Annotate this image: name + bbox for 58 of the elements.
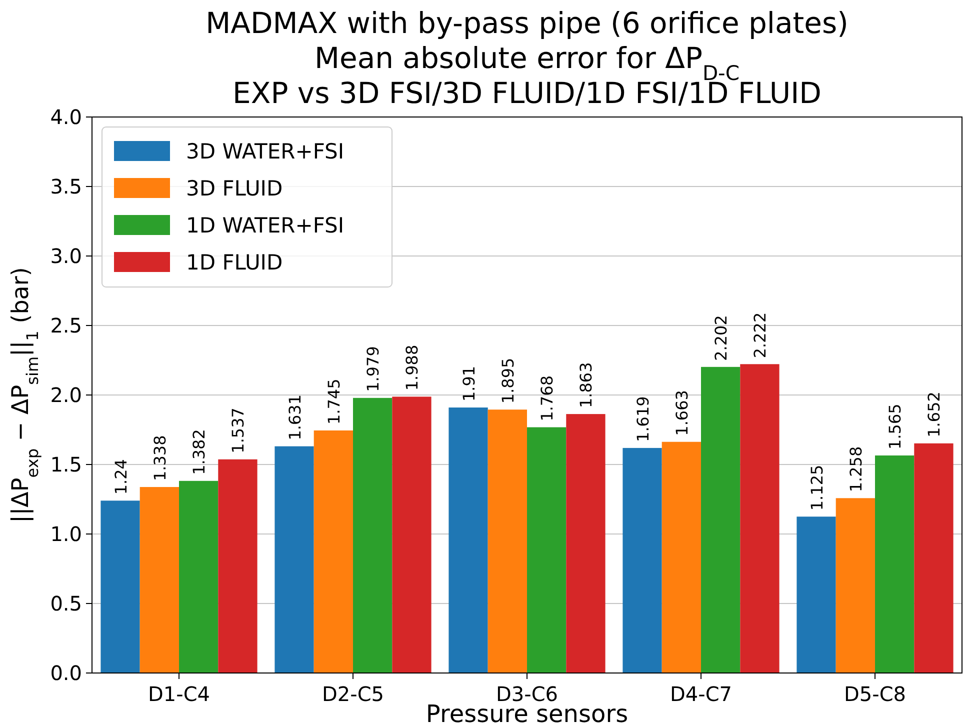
y-tick-label: 0.0 xyxy=(50,661,82,685)
legend-label: 1D FLUID xyxy=(186,250,283,274)
bar xyxy=(353,398,392,673)
bar xyxy=(488,410,527,673)
data-label: 1.768 xyxy=(538,375,557,422)
data-label: 2.222 xyxy=(750,312,770,358)
y-tick-label: 4.0 xyxy=(50,105,82,129)
y-tick-label: 3.0 xyxy=(50,244,82,268)
x-tick-label: D5-C8 xyxy=(844,682,906,706)
y-tick-label: 2.0 xyxy=(50,383,82,407)
x-tick-label: D1-C4 xyxy=(148,682,210,706)
y-tick-label: 1.0 xyxy=(50,522,82,546)
data-label: 1.979 xyxy=(364,346,383,392)
data-label: 1.863 xyxy=(576,362,596,408)
legend-label: 1D WATER+FSI xyxy=(186,213,344,238)
bar xyxy=(796,516,836,673)
bar xyxy=(392,396,432,673)
bar xyxy=(875,455,914,673)
bar xyxy=(527,427,566,673)
bar xyxy=(836,498,875,673)
bar xyxy=(448,408,488,673)
chart-title: MADMAX with by-pass pipe (6 orifice plates) Mean absolute error for ΔP$_{D-C}$ EXP vs 3D FSI/3D FLUID/1D FSI/1D FLUID xyxy=(206,6,848,110)
data-label: 1.663 xyxy=(672,390,692,436)
x-tick-label: D4-C7 xyxy=(670,682,732,706)
y-tick-label: 2.5 xyxy=(50,314,82,338)
data-label: 1.91 xyxy=(459,366,478,402)
data-label: 1.338 xyxy=(150,435,170,482)
data-label: 1.125 xyxy=(807,464,826,511)
bar xyxy=(140,487,179,673)
data-label: 1.988 xyxy=(402,344,422,391)
data-label: 1.619 xyxy=(633,396,652,442)
y-tick-label: 3.5 xyxy=(50,174,82,198)
x-tick-label: D2-C5 xyxy=(322,682,384,706)
data-label: 1.745 xyxy=(324,378,344,424)
data-label: 1.382 xyxy=(190,429,209,475)
bar xyxy=(740,364,780,673)
data-label: 1.652 xyxy=(924,392,944,438)
data-label: 1.24 xyxy=(111,459,130,495)
bar xyxy=(218,459,258,673)
bar xyxy=(566,414,606,673)
y-tick-label: 1.5 xyxy=(50,452,82,476)
data-label: 1.537 xyxy=(228,408,248,454)
data-label: 1.631 xyxy=(285,394,304,440)
bar xyxy=(179,480,218,673)
legend-label: 3D WATER+FSI xyxy=(186,139,344,164)
bar xyxy=(622,448,662,673)
data-label: 1.895 xyxy=(498,358,518,404)
bar xyxy=(274,446,314,673)
bar xyxy=(314,430,353,673)
bar xyxy=(662,442,701,673)
bar xyxy=(914,443,954,673)
data-label: 2.202 xyxy=(712,315,731,361)
y-tick-label: 0.5 xyxy=(50,592,82,616)
data-label: 1.565 xyxy=(886,404,905,450)
legend-label: 3D FLUID xyxy=(186,176,283,200)
data-label: 1.258 xyxy=(846,446,866,492)
bar xyxy=(100,500,140,673)
bar xyxy=(701,366,740,673)
